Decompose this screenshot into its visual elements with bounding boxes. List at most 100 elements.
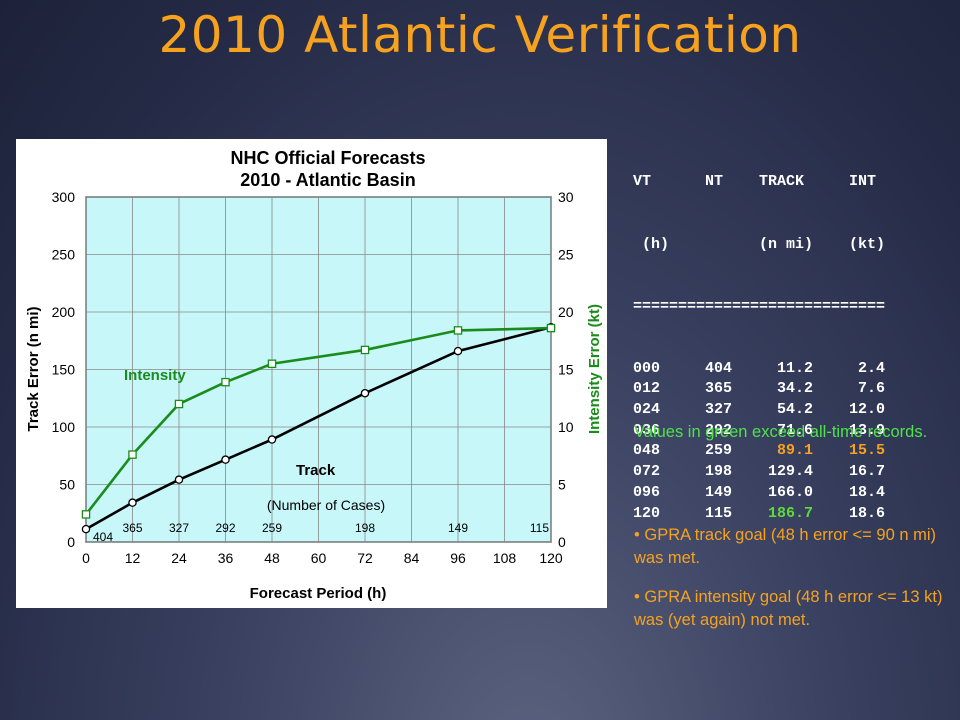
case-count-label: 149 [448,521,468,535]
table-header-2: (h) (n mi) (kt) [633,235,886,253]
table-cell: 120 [633,504,661,522]
intensity-series-line [84,326,552,516]
y-right-tick-label: 30 [558,189,574,205]
chart-subtitle: 2010 - Atlantic Basin [240,170,415,190]
chart-panel: NHC Official Forecasts 2010 - Atlantic B… [16,139,607,608]
table-row: 024 327 54.2 12.0 [633,400,885,421]
y-left-tick-label: 300 [52,189,76,205]
track-point [221,455,230,464]
case-count-label: 115 [530,521,549,535]
table-row: 096 149 166.0 18.4 [633,483,885,504]
table-cell: 18.4 [813,483,886,501]
x-tick-label: 72 [357,550,373,566]
x-tick-label: 120 [539,550,563,566]
table-cell: 12.0 [813,401,886,419]
table-cell: 186.7 [732,504,814,522]
track-series-line [85,326,552,531]
gpra-intensity-text: GPRA intensity goal (48 h error <= 13 kt… [634,588,943,629]
cases-label: (Number of Cases) [267,497,385,513]
intensity-point [360,345,370,355]
case-count-label: 327 [169,521,189,535]
table-cell: 365 [660,380,733,398]
table-cell: 7.6 [813,380,886,398]
table-cell: 012 [633,380,661,398]
table-cell: 096 [633,483,661,501]
x-tick-label: 84 [404,550,420,566]
case-count-label: 198 [355,521,375,535]
error-chart: NHC Official Forecasts 2010 - Atlantic B… [25,148,603,602]
gpra-track-text: GPRA track goal (48 h error <= 90 n mi) … [634,526,937,567]
y-right-tick-label: 0 [558,534,566,550]
case-count-label: 365 [122,521,142,535]
intensity-legend-label: Intensity [124,367,186,384]
x-tick-label: 60 [311,550,327,566]
table-header-1: VT NT TRACK INT [633,173,877,191]
y-right-tick-label: 25 [558,247,574,263]
table-cell: 71.6 [732,421,814,439]
table-cell: 048 [633,442,661,460]
x-tick-label: 108 [493,550,517,566]
track-point [174,475,184,484]
case-count-label: 292 [215,521,235,535]
table-row: 048 259 89.1 15.5 [633,441,885,462]
x-tick-label: 0 [82,550,90,566]
table-cell: 13.9 [813,421,886,439]
y-right-tick-label: 10 [558,419,574,435]
x-tick-label: 24 [171,550,187,566]
y-left-tick-label: 200 [52,304,76,320]
x-tick-label: 36 [218,550,234,566]
case-count-label: 404 [93,530,113,544]
intensity-point [128,450,137,459]
x-axis-label: Forecast Period (h) [250,585,387,602]
y-right-tick-label: 5 [558,477,566,493]
track-point [128,498,137,507]
x-tick-label: 12 [125,550,141,566]
track-point [360,388,370,398]
table-cell: 2.4 [813,359,886,377]
gpra-intensity-bullet: • GPRA intensity goal (48 h error <= 13 … [634,588,943,629]
table-cell: 292 [660,421,733,439]
intensity-point [453,326,463,335]
y-axis-right-label: Intensity Error (kt) [586,304,603,434]
table-cell: 036 [633,421,661,439]
table-cell: 166.0 [732,483,814,501]
table-cell: 54.2 [732,401,814,419]
table-cell: 15.5 [813,442,886,460]
table-cell: 89.1 [732,442,814,460]
table-cell: 34.2 [732,380,814,398]
table-cell: 000 [633,359,661,377]
track-point [453,346,463,356]
table-row: 120 115 186.7 18.6 [633,504,885,525]
track-legend-label: Track [296,462,336,479]
table-cell: 404 [660,359,733,377]
y-left-tick-label: 150 [52,362,76,378]
table-divider: ============================ [633,297,886,315]
table-cell: 115 [660,504,733,522]
table-cell: 149 [660,483,733,501]
gpra-track-bullet: • GPRA track goal (48 h error <= 90 n mi… [634,526,937,567]
y-axis-left-label: Track Error (n mi) [25,306,42,431]
table-row: 012 365 34.2 7.6 [633,379,885,400]
table-row: 072 198 129.4 16.7 [633,462,885,483]
intensity-point [81,510,91,519]
table-row: 036 292 71.6 13.9 [633,421,885,442]
table-cell: 072 [633,463,661,481]
table-cell: 327 [660,401,733,419]
intensity-point [267,359,277,368]
table-cell: 16.7 [813,463,886,481]
track-point [267,435,277,444]
table-cell: 024 [633,401,661,419]
table-cell: 198 [660,463,733,481]
table-cell: 18.6 [813,504,886,522]
y-left-tick-label: 100 [52,419,76,435]
verification-table: VT NT TRACK INT (h) (n mi) (kt) ========… [633,131,885,545]
x-tick-label: 96 [450,550,466,566]
case-count-label: 259 [262,521,282,535]
y-left-tick-label: 0 [67,534,75,550]
y-left-tick-label: 50 [59,477,75,493]
y-left-tick-label: 250 [52,247,76,263]
y-right-tick-label: 15 [558,362,574,378]
slide-title: 2010 Atlantic Verification [158,6,802,64]
y-right-tick-label: 20 [558,304,574,320]
x-tick-label: 48 [264,550,280,566]
